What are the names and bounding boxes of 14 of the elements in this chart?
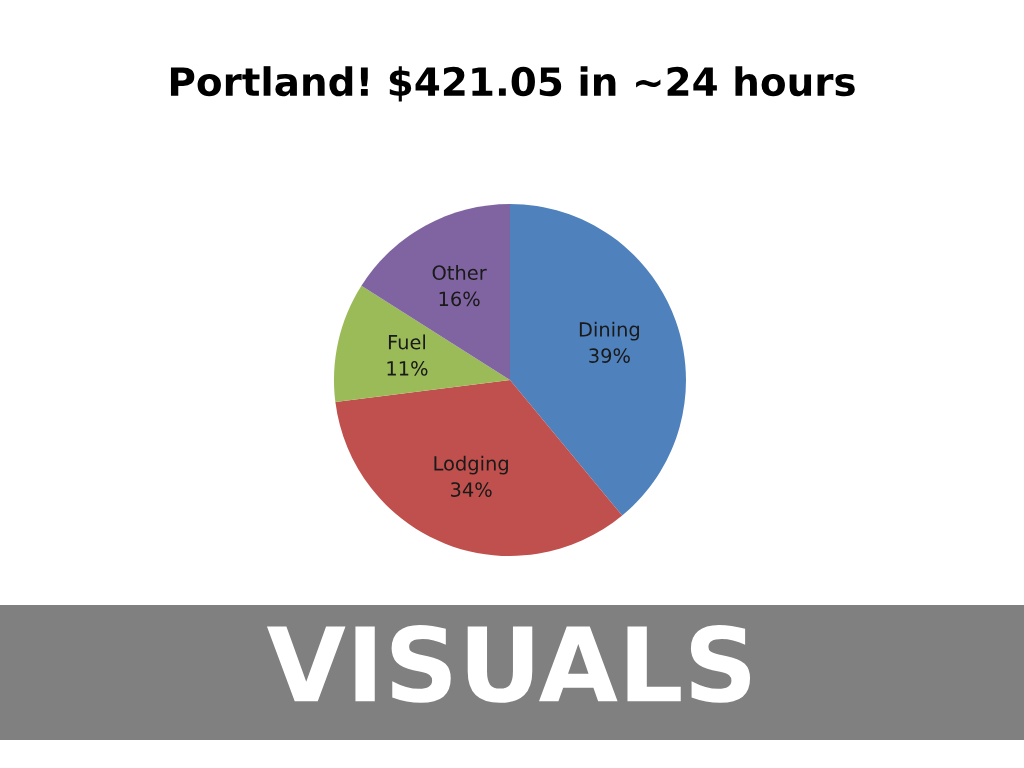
pie-slice	[361, 204, 510, 380]
data-label: 39%	[589, 348, 630, 363]
data-label: 34%	[451, 482, 492, 497]
slice-label: Fuel	[388, 334, 426, 350]
data-label: 11%	[387, 361, 428, 376]
slice-label: Other	[432, 264, 487, 280]
pie-slice	[510, 204, 686, 516]
pie-slice	[335, 380, 623, 556]
chart-title: Portland! $421.05 in ~24 hours	[170, 66, 855, 102]
text: VISUALS	[266, 625, 751, 703]
slice-label: Lodging	[434, 455, 508, 475]
data-label: 16%	[439, 291, 480, 307]
slice-label: Dining	[579, 321, 639, 341]
pie-slice	[334, 285, 510, 403]
